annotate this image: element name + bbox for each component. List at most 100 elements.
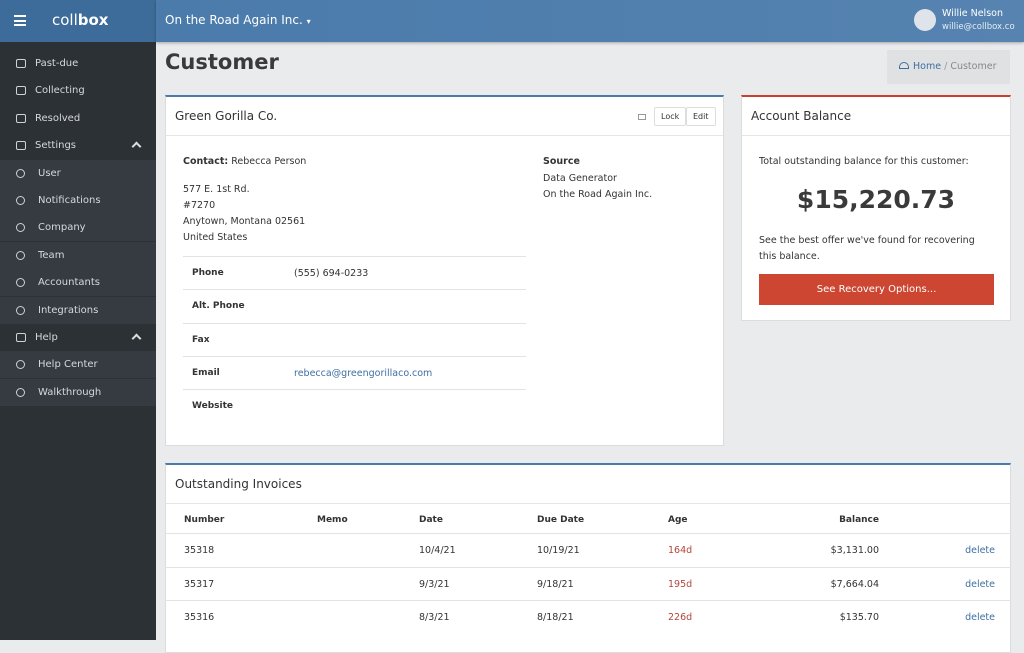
address-line: Anytown, Montana 02561 bbox=[183, 216, 306, 227]
menu-icon[interactable] bbox=[14, 15, 26, 26]
address-line: 577 E. 1st Rd. bbox=[183, 184, 250, 195]
invoice-balance: $135.70 bbox=[839, 612, 879, 623]
nav-item[interactable]: Collecting bbox=[0, 77, 156, 104]
info-value[interactable]: rebecca@greengorillaco.com bbox=[294, 367, 433, 379]
nav-icon bbox=[16, 305, 25, 315]
nav-subitem[interactable]: Integrations bbox=[0, 296, 156, 324]
nav-subitem[interactable]: Notifications bbox=[0, 187, 156, 214]
invoice-date: 9/3/21 bbox=[419, 578, 450, 590]
source-label: Source bbox=[543, 156, 580, 167]
nav-icon bbox=[16, 278, 25, 288]
nav-subitem[interactable]: Walkthrough bbox=[0, 378, 156, 406]
balance-note: See the best offer we've found for recov… bbox=[759, 235, 975, 262]
address-line: #7270 bbox=[183, 200, 216, 211]
page-title: Customer bbox=[165, 50, 279, 74]
nav-icon bbox=[16, 333, 26, 342]
invoice-due-date: 10/19/21 bbox=[537, 545, 580, 556]
info-label: Fax bbox=[192, 334, 210, 345]
user-email: willie@collbox.co bbox=[942, 22, 1015, 32]
nav-subitem[interactable]: Company bbox=[0, 214, 156, 242]
address: 577 E. 1st Rd. #7270 Anytown, Montana 0256… bbox=[183, 182, 305, 246]
brand[interactable]: collbox bbox=[52, 11, 108, 29]
nav-label: Help bbox=[35, 332, 58, 343]
info-row: Email rebecca@greengorillaco.com bbox=[183, 355, 526, 389]
recovery-button[interactable]: See Recovery Options... bbox=[759, 274, 994, 305]
nav-label: Integrations bbox=[38, 304, 99, 316]
nav-item[interactable]: Resolved bbox=[0, 105, 156, 132]
table-header: Number Memo Date Due Date Age Balance bbox=[166, 504, 1011, 537]
balance-title: Account Balance bbox=[742, 97, 1010, 136]
nav-label: Collecting bbox=[35, 85, 85, 97]
invoice-age: 195d bbox=[668, 578, 693, 590]
nav-icon bbox=[16, 113, 26, 123]
info-value: (555) 694-0233 bbox=[294, 268, 369, 279]
invoices-card: Outstanding Invoices Number Memo Date Due D… bbox=[165, 463, 1011, 653]
invoice-row: 35318 10/4/21 10/19/21 164d $3,131.00 delete bbox=[166, 533, 1011, 566]
customer-card: Green Gorilla Co. Lock Edit Contact: Reb… bbox=[165, 95, 724, 446]
delete-link[interactable]: delete bbox=[965, 578, 995, 590]
nav-label: Resolved bbox=[35, 112, 81, 124]
invoices-title: Outstanding Invoices bbox=[166, 465, 1010, 504]
nav-icon bbox=[16, 141, 26, 151]
nav-icon bbox=[16, 360, 25, 370]
nav-subitem[interactable]: Team bbox=[0, 241, 156, 269]
info-row: Alt. Phone bbox=[183, 289, 526, 322]
brand-light: coll bbox=[52, 11, 78, 29]
nav-icon bbox=[16, 223, 25, 233]
nav-subitem[interactable]: Accountants bbox=[0, 269, 156, 297]
breadcrumb-link[interactable]: Home bbox=[913, 61, 942, 72]
spacer bbox=[166, 568, 184, 601]
spacer bbox=[166, 534, 184, 567]
column-header: Date bbox=[419, 515, 443, 525]
spacer bbox=[166, 601, 184, 634]
column-header: Memo bbox=[317, 515, 348, 525]
balance-intro: Total outstanding balance for this custo… bbox=[759, 156, 969, 167]
lock-button[interactable]: Lock bbox=[654, 107, 687, 126]
invoice-date: 8/3/21 bbox=[419, 612, 450, 623]
nav-item[interactable]: Help bbox=[0, 324, 156, 351]
collapse-chevron[interactable] bbox=[131, 141, 142, 152]
nav-subitem[interactable]: User bbox=[0, 159, 156, 187]
edit-button[interactable]: Edit bbox=[686, 107, 716, 126]
company-name: On the Road Again Inc. bbox=[165, 13, 303, 27]
column-header: Due Date bbox=[537, 515, 585, 525]
breadcrumb: Home / Customer bbox=[887, 50, 1010, 84]
column-header: Number bbox=[184, 515, 225, 525]
nav-icon bbox=[16, 196, 25, 205]
nav-icon bbox=[16, 168, 25, 178]
invoice-row: 35316 8/3/21 8/18/21 226d $135.70 delete bbox=[166, 600, 1011, 633]
invoice-memo bbox=[317, 601, 419, 634]
invoice-date: 10/4/21 bbox=[419, 545, 456, 556]
nav-label: User bbox=[38, 167, 61, 179]
delete-link[interactable]: delete bbox=[965, 545, 995, 556]
nav-label: Walkthrough bbox=[38, 386, 102, 398]
nav-label: Settings bbox=[35, 140, 77, 152]
delete-link[interactable]: delete bbox=[965, 612, 995, 623]
nav-icon bbox=[16, 387, 25, 397]
avatar[interactable] bbox=[914, 9, 936, 31]
nav-item[interactable]: Past-due bbox=[0, 50, 156, 77]
collapse-chevron[interactable] bbox=[131, 333, 142, 344]
column-header: Balance bbox=[839, 515, 879, 525]
lock-icon bbox=[638, 114, 646, 120]
nav-label: Accountants bbox=[38, 277, 100, 289]
contact-name: Rebecca Person bbox=[231, 156, 307, 167]
nav-label: Notifications bbox=[38, 195, 101, 206]
info-label: Alt. Phone bbox=[192, 301, 245, 312]
invoice-memo bbox=[317, 534, 419, 567]
nav-label: Company bbox=[38, 222, 86, 234]
nav-subitem[interactable]: Help Center bbox=[0, 351, 156, 379]
brand-bold: box bbox=[77, 11, 109, 29]
customer-name: Green Gorilla Co. bbox=[166, 97, 723, 136]
nav-label: Help Center bbox=[38, 359, 98, 371]
breadcrumb-current: Customer bbox=[950, 61, 997, 72]
nav-icon bbox=[16, 250, 25, 260]
source: Data Generator On the Road Again Inc. bbox=[543, 171, 652, 203]
balance-amount: $15,220.73 bbox=[796, 185, 956, 214]
info-row: Fax bbox=[183, 322, 526, 356]
company-switcher[interactable]: On the Road Again Inc. ▾ bbox=[165, 13, 311, 27]
info-label: Phone bbox=[192, 268, 224, 278]
invoice-due-date: 9/18/21 bbox=[537, 578, 574, 590]
nav-item[interactable]: Settings bbox=[0, 132, 156, 159]
